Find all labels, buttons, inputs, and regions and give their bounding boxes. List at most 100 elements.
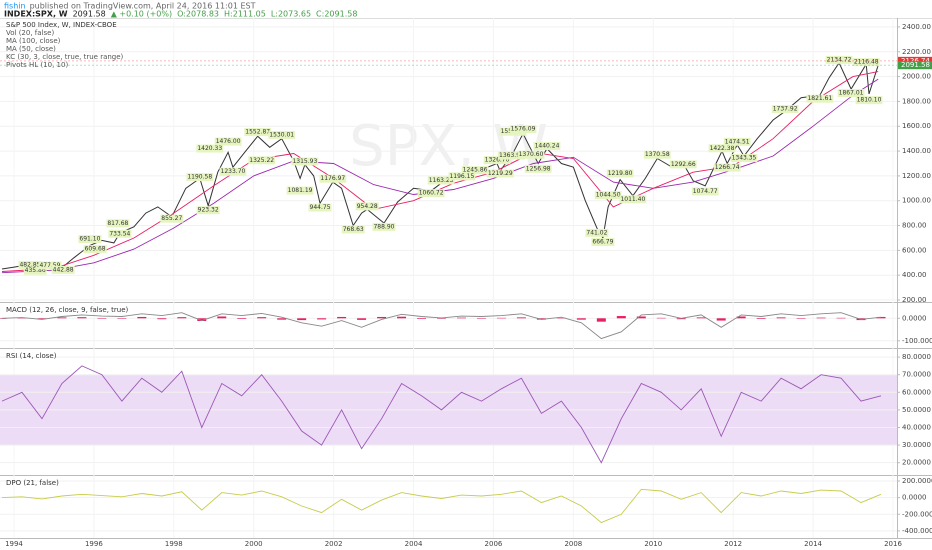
histogram-bar [357,318,367,320]
pivot-box [308,203,332,212]
y-tick-label: 30.0000 [902,441,931,449]
x-tick-label: 2004 [405,540,423,548]
histogram-bar [397,316,407,319]
pivot-label: 1081.19 [288,187,313,194]
legend-item: MA (50, close) [6,45,56,53]
x-tick-label: 2012 [724,540,742,548]
pivot-label: 1867.01 [839,90,864,97]
histogram-bar [496,317,506,319]
pivot-label: 1233.70 [221,168,246,175]
pivot-box [486,169,514,178]
pivot-label: 923.32 [198,207,219,214]
pivot-label: 855.27 [161,215,182,222]
pivot-label: 1343.35 [732,155,757,162]
pivot-box [825,55,853,64]
y-tick-label: 200.0000 [902,477,932,485]
x-tick-label: 2000 [245,540,263,548]
y-tick-label: -200.0000 [902,510,932,518]
histogram-bar [257,317,267,319]
pivot-box [517,150,545,159]
header-symbol: INDEX:SPX, W [4,10,68,19]
y-tick-label: 200.00 [902,296,927,304]
pivot-box [219,167,247,176]
histogram-bar [776,317,786,319]
pivot-box [51,265,75,274]
y-tick-label: -100.0000 [902,337,932,345]
pivot-box [483,156,511,165]
y-tick-label: 40.0000 [902,423,931,431]
pivot-box [427,176,455,185]
header-change: ▲ +0.10 (+0%) [111,10,172,19]
panel-title: MACD (12, 26, close, 9, false, true) [6,306,129,314]
y-tick-label: 1600.00 [902,122,931,130]
pivot-label: 1315.93 [292,158,317,165]
histogram-bar [57,317,67,319]
legend-item: Vol (20, false) [6,29,54,37]
pivot-box [509,125,537,134]
pivot-label: 1552.87 [245,129,270,136]
pivot-box [23,266,47,275]
pivot-box [771,105,799,114]
histogram-bar [37,318,47,319]
pivot-label: 1810.10 [857,97,882,104]
pivot-label: 1256.98 [526,165,551,172]
pivot-box [591,238,615,247]
pivot-label: 817.68 [107,220,128,227]
pivot-label: 1044.50 [596,192,621,199]
pivot-box [291,157,319,166]
pivot-label: 1422.38 [710,145,735,152]
histogram-bar [157,318,167,320]
header-open: O:2078.83 [177,10,219,19]
pivot-label: 741.02 [586,229,607,236]
pivot-label: 1219.29 [488,170,513,177]
pivot-label: 1325.22 [249,157,274,164]
histogram-bar [177,317,187,319]
panel-title: DPO (21, false) [6,479,59,487]
histogram-bar [676,318,686,320]
pivot-label: 1530.01 [269,131,294,138]
pivot-box [594,191,622,200]
pivot-label: 733.54 [109,230,130,237]
pivot-label: 2116.48 [854,59,879,66]
legend-item: KC (30, 3, close, true, true range) [6,53,124,61]
pivot-label: 1266.74 [715,164,740,171]
histogram-bar [816,317,826,319]
pivot-label: 1011.40 [620,196,645,203]
y-tick-label: 2200.00 [902,48,931,56]
pivot-box [83,245,107,254]
histogram-bar [377,316,387,319]
pivot-label: 609.68 [85,246,106,253]
pivot-box [268,130,296,139]
pivot-box [355,202,379,211]
pivot-box [108,229,132,238]
histogram-bar [237,318,247,319]
x-tick-label: 1996 [85,540,103,548]
pivot-label: 435.86 [25,267,46,274]
y-tick-label: -400.0000 [902,527,932,535]
pivot-label: 1196.15 [449,173,474,180]
histogram-bar [636,316,646,319]
pivot-label: 666.79 [592,239,613,246]
histogram-bar [137,316,147,319]
pivot-box [691,187,719,196]
pivot-label: 1363.98 [499,152,524,159]
y-tick-label: 600.00 [902,246,927,254]
pivot-label: 768.63 [343,226,364,233]
pivot-box [196,206,220,215]
x-tick-label: 2014 [804,540,822,548]
pivot-label: 691.10 [79,236,100,243]
x-tick-label: 2010 [644,540,662,548]
pivot-label: 1576.09 [511,126,536,133]
y-tick-label: 1800.00 [902,97,931,105]
pivot-box [806,94,834,103]
series-line [1,312,882,340]
pivot-box [723,137,751,146]
histogram-bar [716,318,726,321]
pivot-label: 442.88 [53,266,74,273]
panel-title: S&P 500 Index, W, INDEX-CBOE [6,21,117,29]
histogram-bar [756,318,766,319]
pivot-box [643,150,671,159]
histogram-bar [217,316,227,319]
pivot-box [286,186,314,195]
pivot-box [372,222,396,231]
